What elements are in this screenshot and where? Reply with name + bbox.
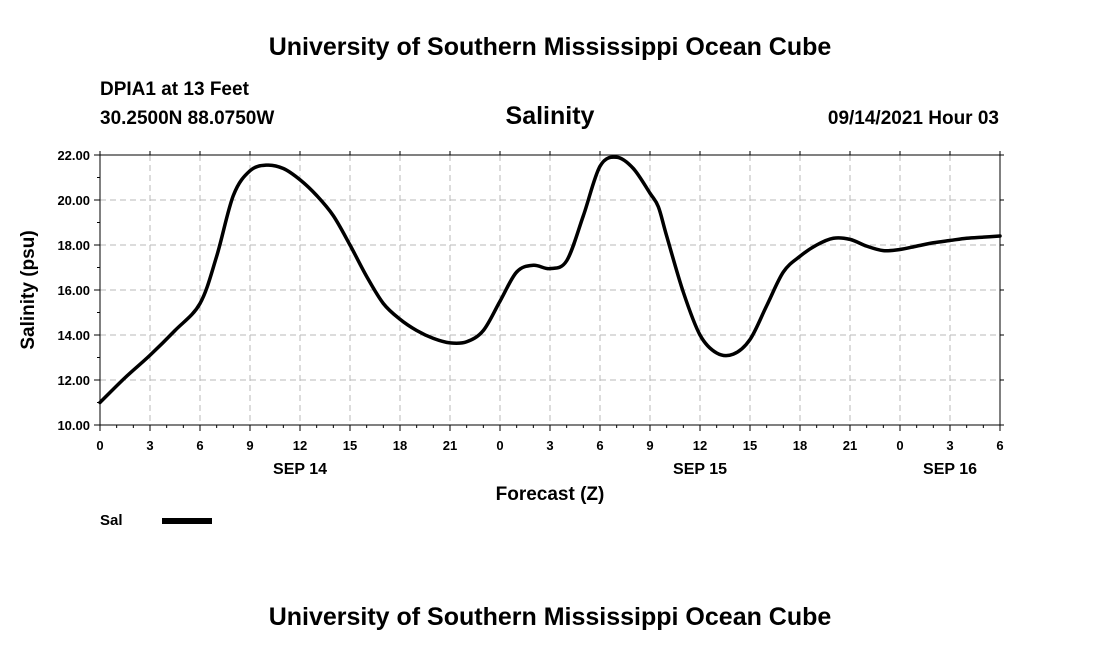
y-tick-labels: 10.00 12.00 14.00 16.00 18.00 20.00 22.00 [57, 148, 90, 433]
x-tick-label: 21 [443, 438, 457, 453]
y-tick-label: 10.00 [57, 418, 90, 433]
x-tick-label: 0 [896, 438, 903, 453]
x-tick-label: 9 [246, 438, 253, 453]
day-label: SEP 14 [273, 461, 327, 478]
x-tick-label: 3 [146, 438, 153, 453]
location-label: 30.2500N 88.0750W [100, 108, 274, 129]
x-tick-label: 6 [596, 438, 603, 453]
x-tick-label: 3 [946, 438, 953, 453]
x-tick-label: 15 [743, 438, 757, 453]
day-label: SEP 15 [673, 461, 727, 478]
y-axis-title: Salinity (psu) [18, 230, 39, 349]
y-tick-label: 12.00 [57, 373, 90, 388]
station-label: DPIA1 at 13 Feet [100, 79, 250, 100]
y-tick-label: 16.00 [57, 283, 90, 298]
x-tick-label: 0 [96, 438, 103, 453]
y-tick-label: 20.00 [57, 193, 90, 208]
chart-bottom-title: University of Southern Mississippi Ocean… [269, 603, 832, 631]
x-axis-title: Forecast (Z) [496, 484, 605, 505]
x-tick-label: 12 [293, 438, 307, 453]
x-tick-label: 15 [343, 438, 357, 453]
x-tick-label: 0 [496, 438, 503, 453]
axis-ticks [94, 151, 1004, 431]
datetime-label: 09/14/2021 Hour 03 [828, 108, 999, 129]
x-tick-label: 21 [843, 438, 857, 453]
legend-label: Sal [100, 512, 123, 529]
x-tick-label: 18 [793, 438, 807, 453]
x-tick-label: 12 [693, 438, 707, 453]
x-tick-labels: 0 3 6 9 12 15 18 21 0 3 6 9 12 15 18 21 0 3 6 [96, 438, 1003, 453]
x-tick-label: 6 [996, 438, 1003, 453]
series-line-sal [98, 155, 1002, 405]
day-label: SEP 16 [923, 461, 977, 478]
x-tick-label: 18 [393, 438, 407, 453]
grid-lines [100, 155, 1000, 425]
y-tick-label: 14.00 [57, 328, 90, 343]
x-tick-label: 9 [646, 438, 653, 453]
chart-title: Salinity [506, 102, 595, 130]
day-labels: SEP 14 SEP 15 SEP 16 [273, 461, 977, 478]
chart-top-title: University of Southern Mississippi Ocean… [269, 33, 832, 61]
series-group [98, 155, 1002, 405]
y-tick-label: 18.00 [57, 238, 90, 253]
x-tick-label: 6 [196, 438, 203, 453]
y-tick-label: 22.00 [57, 148, 90, 163]
x-tick-label: 3 [546, 438, 553, 453]
